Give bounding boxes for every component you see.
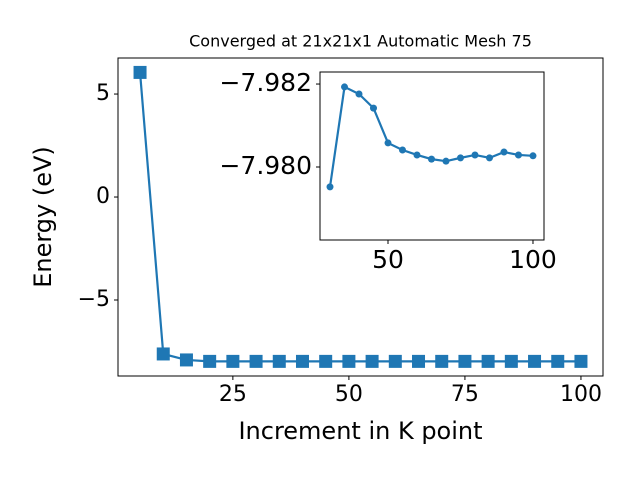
x-tick-label: 100 xyxy=(560,382,602,407)
point xyxy=(384,139,392,147)
point xyxy=(456,154,464,162)
x-tick-label: 50 xyxy=(335,382,363,407)
point xyxy=(369,104,377,112)
point xyxy=(179,353,193,367)
point xyxy=(226,354,240,368)
point xyxy=(500,148,508,156)
point xyxy=(412,354,426,368)
point xyxy=(341,83,349,91)
x-axis-label: Increment in K point xyxy=(238,417,482,445)
point xyxy=(529,152,537,160)
point xyxy=(504,354,518,368)
point xyxy=(458,354,472,368)
x-tick-label: 100 xyxy=(509,245,557,274)
point xyxy=(203,354,217,368)
point xyxy=(398,146,406,154)
point xyxy=(249,354,263,368)
point xyxy=(326,183,334,191)
point xyxy=(514,151,522,159)
y-tick-label: −5 xyxy=(78,287,110,312)
point xyxy=(435,354,449,368)
y-tick-label: −7.980 xyxy=(219,151,312,180)
point xyxy=(442,157,450,165)
point xyxy=(427,155,435,163)
point xyxy=(388,354,402,368)
point xyxy=(528,354,542,368)
point xyxy=(133,65,147,79)
chart-title: Converged at 21x21x1 Automatic Mesh 75 xyxy=(189,32,532,51)
x-tick-label: 50 xyxy=(372,245,404,274)
point xyxy=(355,90,363,98)
y-axis-label: Energy (eV) xyxy=(29,146,57,288)
point xyxy=(551,354,565,368)
point xyxy=(481,354,495,368)
x-tick-label: 75 xyxy=(451,382,479,407)
point xyxy=(295,354,309,368)
point xyxy=(413,151,421,159)
y-tick-label: 0 xyxy=(96,184,110,209)
point xyxy=(319,354,333,368)
point xyxy=(272,354,286,368)
point xyxy=(574,354,588,368)
y-tick-label: −7.982 xyxy=(219,68,312,97)
point xyxy=(342,354,356,368)
point xyxy=(471,151,479,159)
point xyxy=(485,154,493,162)
point xyxy=(365,354,379,368)
point xyxy=(156,347,170,361)
x-tick-label: 25 xyxy=(219,382,247,407)
y-tick-label: 5 xyxy=(96,81,110,106)
